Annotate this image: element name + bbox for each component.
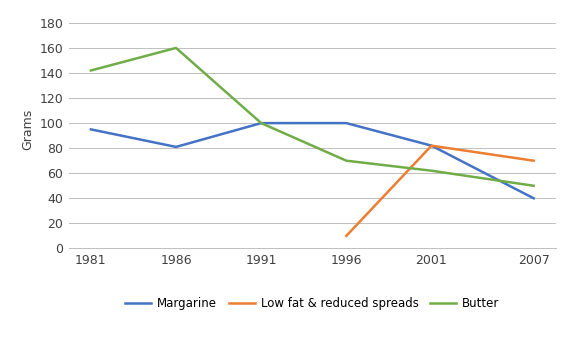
Legend: Margarine, Low fat & reduced spreads, Butter: Margarine, Low fat & reduced spreads, Bu… [120, 293, 504, 315]
Y-axis label: Grams: Grams [21, 109, 34, 150]
